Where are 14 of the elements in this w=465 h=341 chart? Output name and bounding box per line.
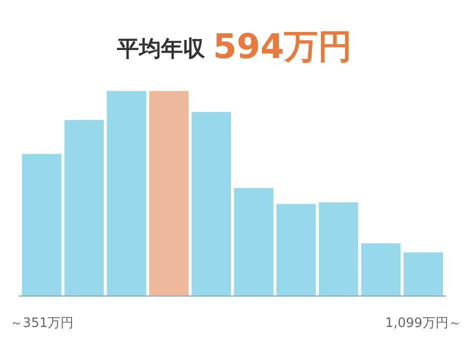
x-tick-label: ～351万円 [10,316,74,331]
bar [106,91,146,296]
bar [361,243,401,296]
bar [276,204,316,296]
chart-title: 平均年収 [116,37,206,62]
bar [404,252,443,296]
bar [192,112,232,296]
bar [234,188,274,296]
bar [149,91,189,296]
x-tick-label: 1,099万円～ [385,316,462,331]
bar [22,154,62,296]
bar [64,120,104,296]
bar [318,202,358,296]
chart-subtitle: 594万円 [213,27,352,67]
